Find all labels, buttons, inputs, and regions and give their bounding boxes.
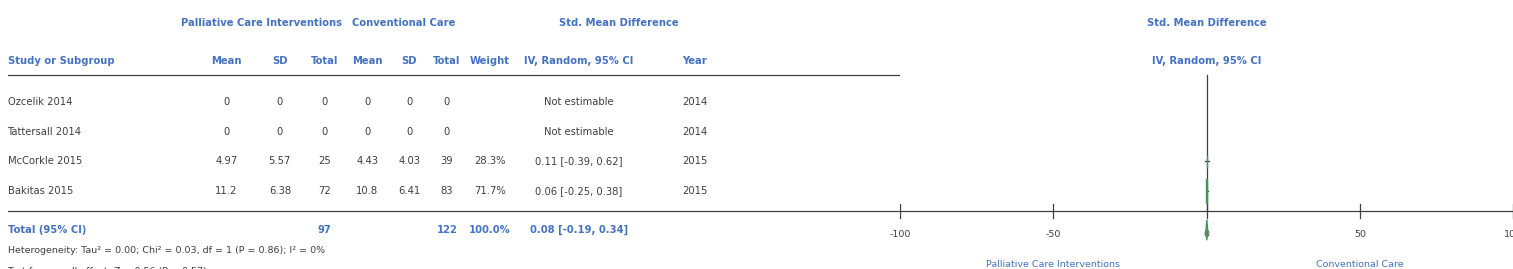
Text: 0: 0 bbox=[321, 97, 328, 107]
Text: 0: 0 bbox=[365, 97, 371, 107]
Text: 6.38: 6.38 bbox=[269, 186, 290, 196]
Text: 71.7%: 71.7% bbox=[474, 186, 505, 196]
Text: Conventional Care: Conventional Care bbox=[1316, 260, 1404, 268]
Text: 0: 0 bbox=[1204, 230, 1209, 239]
Text: SD: SD bbox=[272, 55, 287, 66]
Text: 0: 0 bbox=[405, 97, 413, 107]
Text: McCorkle 2015: McCorkle 2015 bbox=[8, 156, 82, 167]
Text: 0.11 [-0.39, 0.62]: 0.11 [-0.39, 0.62] bbox=[536, 156, 623, 167]
Text: 10.8: 10.8 bbox=[356, 186, 378, 196]
Text: Tattersall 2014: Tattersall 2014 bbox=[8, 127, 82, 137]
Text: SD: SD bbox=[401, 55, 418, 66]
Text: IV, Random, 95% CI: IV, Random, 95% CI bbox=[1151, 55, 1262, 66]
Text: 5.57: 5.57 bbox=[269, 156, 290, 167]
Text: 0: 0 bbox=[277, 127, 283, 137]
Text: Not estimable: Not estimable bbox=[545, 97, 614, 107]
Text: 122: 122 bbox=[436, 225, 457, 235]
Text: 25: 25 bbox=[318, 156, 331, 167]
Text: Bakitas 2015: Bakitas 2015 bbox=[8, 186, 73, 196]
Text: 0: 0 bbox=[365, 127, 371, 137]
Text: 28.3%: 28.3% bbox=[474, 156, 505, 167]
Text: Mean: Mean bbox=[210, 55, 242, 66]
Text: 4.43: 4.43 bbox=[356, 156, 378, 167]
Text: Palliative Care Interventions: Palliative Care Interventions bbox=[986, 260, 1121, 268]
Text: 50: 50 bbox=[1354, 230, 1366, 239]
Text: Not estimable: Not estimable bbox=[545, 127, 614, 137]
Text: Year: Year bbox=[682, 55, 707, 66]
Text: 4.97: 4.97 bbox=[215, 156, 238, 167]
Text: -50: -50 bbox=[1045, 230, 1061, 239]
Text: Weight: Weight bbox=[469, 55, 510, 66]
Text: Std. Mean Difference: Std. Mean Difference bbox=[560, 18, 679, 28]
Text: Test for overall effect: Z = 0.56 (P = 0.57): Test for overall effect: Z = 0.56 (P = 0… bbox=[8, 267, 207, 269]
Text: 39: 39 bbox=[440, 156, 452, 167]
Text: Mean: Mean bbox=[353, 55, 383, 66]
Text: Heterogeneity: Tau² = 0.00; Chi² = 0.03, df = 1 (P = 0.86); I² = 0%: Heterogeneity: Tau² = 0.00; Chi² = 0.03,… bbox=[8, 246, 325, 255]
Text: Study or Subgroup: Study or Subgroup bbox=[8, 55, 113, 66]
Text: 83: 83 bbox=[440, 186, 452, 196]
Text: 100: 100 bbox=[1504, 230, 1513, 239]
Text: 100.0%: 100.0% bbox=[469, 225, 510, 235]
Text: 72: 72 bbox=[318, 186, 331, 196]
Text: 0: 0 bbox=[321, 127, 328, 137]
Text: 6.41: 6.41 bbox=[398, 186, 421, 196]
Text: 0: 0 bbox=[222, 127, 230, 137]
Polygon shape bbox=[1206, 220, 1207, 240]
Text: 0: 0 bbox=[443, 127, 449, 137]
Text: 4.03: 4.03 bbox=[398, 156, 421, 167]
Text: Palliative Care Interventions: Palliative Care Interventions bbox=[182, 18, 342, 28]
Text: Total: Total bbox=[433, 55, 460, 66]
Text: 0: 0 bbox=[443, 97, 449, 107]
Text: IV, Random, 95% CI: IV, Random, 95% CI bbox=[523, 55, 634, 66]
Text: Ozcelik 2014: Ozcelik 2014 bbox=[8, 97, 73, 107]
Text: 2015: 2015 bbox=[682, 156, 708, 167]
Text: 2014: 2014 bbox=[682, 127, 708, 137]
Text: 2015: 2015 bbox=[682, 186, 708, 196]
Text: 0: 0 bbox=[405, 127, 413, 137]
Text: 0: 0 bbox=[222, 97, 230, 107]
Text: Std. Mean Difference: Std. Mean Difference bbox=[1147, 18, 1266, 28]
Text: 97: 97 bbox=[318, 225, 331, 235]
Text: 0.06 [-0.25, 0.38]: 0.06 [-0.25, 0.38] bbox=[536, 186, 622, 196]
Text: Total (95% CI): Total (95% CI) bbox=[8, 225, 86, 235]
Text: 0: 0 bbox=[277, 97, 283, 107]
Text: 11.2: 11.2 bbox=[215, 186, 238, 196]
Text: 2014: 2014 bbox=[682, 97, 708, 107]
Text: 0.08 [-0.19, 0.34]: 0.08 [-0.19, 0.34] bbox=[530, 225, 628, 235]
Text: -100: -100 bbox=[890, 230, 911, 239]
Text: Total: Total bbox=[310, 55, 337, 66]
Text: Conventional Care: Conventional Care bbox=[353, 18, 455, 28]
